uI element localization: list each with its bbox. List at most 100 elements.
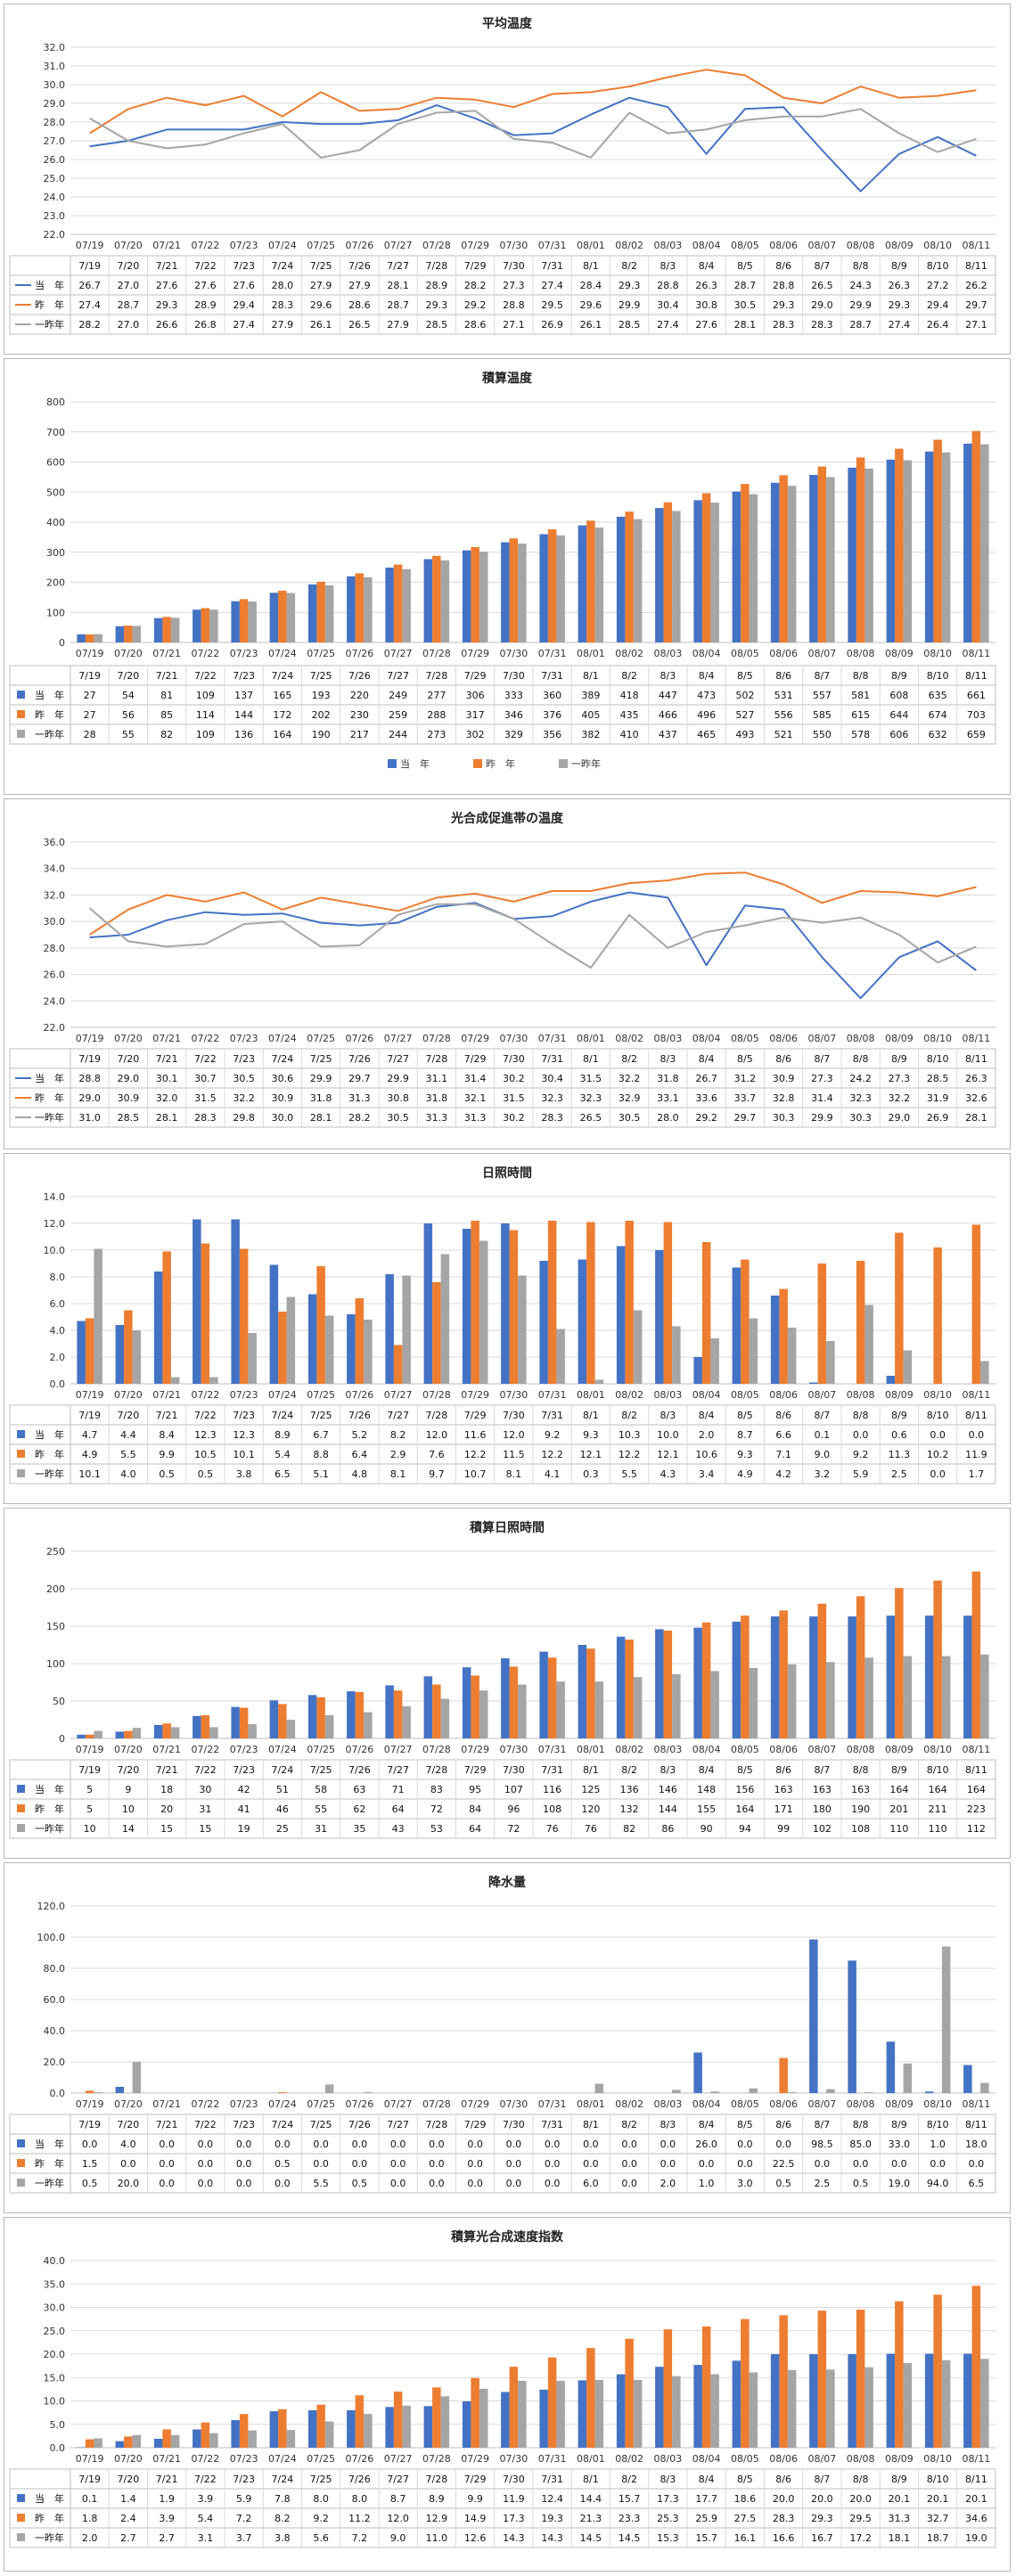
table-cell: 0.0	[853, 2158, 869, 2170]
x-tick-label: 07/19	[76, 1744, 104, 1755]
bar-s0	[462, 1667, 471, 1738]
bar-s2	[440, 1254, 450, 1384]
bar-s0	[732, 1267, 742, 1384]
table-header-cell: 8/8	[853, 1410, 869, 1421]
table-cell: 19.0	[889, 2178, 911, 2189]
x-tick-label: 07/21	[152, 648, 181, 659]
table-cell: 0.0	[699, 2158, 715, 2170]
table-header-cell: 7/21	[156, 2119, 178, 2130]
y-tick-label: 200	[46, 1583, 65, 1595]
bar-s1	[701, 2327, 711, 2448]
bar-s0	[770, 1616, 780, 1738]
bar-s2	[556, 535, 565, 642]
y-tick-label: 120.0	[37, 1901, 66, 1912]
bar-s1	[316, 581, 325, 642]
x-tick-label: 07/27	[384, 1389, 413, 1401]
table-cell: 29.7	[965, 299, 987, 311]
table-cell: 11.6	[464, 1429, 487, 1441]
table-header-cell: 8/1	[583, 1410, 599, 1421]
x-tick-label: 07/20	[114, 1744, 143, 1755]
table-cell: 30.2	[503, 1112, 525, 1124]
x-tick-label: 07/29	[461, 240, 489, 251]
table-cell: 608	[889, 690, 908, 701]
x-tick-label: 08/04	[692, 1033, 721, 1044]
table-cell: 180	[813, 1803, 832, 1815]
bar-s2	[710, 2091, 719, 2094]
table-cell: 85.0	[849, 2138, 872, 2150]
table-cell: 496	[697, 709, 716, 721]
bar-s2	[248, 601, 257, 642]
table-header-cell: 8/2	[621, 2474, 637, 2485]
bar-s0	[655, 1250, 664, 1384]
bar-s2	[941, 1946, 951, 2093]
legend-label-1: 昨 年	[35, 1448, 64, 1460]
bar-s1	[201, 1715, 210, 1738]
table-cell: 31.4	[464, 1073, 487, 1084]
x-tick-label: 07/26	[346, 2098, 374, 2110]
bar-s0	[924, 451, 934, 642]
bar-s1	[741, 484, 750, 642]
bar-s2	[787, 2092, 797, 2093]
bar-s0	[693, 1627, 702, 1738]
bar-s0	[693, 1357, 702, 1384]
bar-s0	[732, 491, 742, 642]
x-tick-label: 07/29	[461, 1033, 489, 1044]
bar-s0	[655, 1629, 664, 1738]
table-cell: 31.1	[426, 1073, 448, 1084]
table-cell: 144	[234, 709, 253, 721]
y-tick-label: 0.0	[50, 1378, 66, 1390]
bar-s2	[170, 2434, 180, 2448]
table-header-cell: 8/8	[853, 1764, 869, 1776]
table-cell: 0.0	[352, 2158, 368, 2170]
table-header-cell: 8/7	[815, 2119, 831, 2130]
table-cell: 19.3	[541, 2513, 563, 2524]
bar-s2	[826, 1341, 835, 1384]
bar-s0	[924, 2353, 934, 2448]
y-tick-label: 500	[46, 487, 65, 498]
table-cell: 14.5	[580, 2532, 602, 2544]
table-cell: 28.5	[927, 1073, 949, 1084]
bar-s2	[248, 2430, 257, 2448]
table-header-cell: 7/19	[78, 260, 101, 272]
bar-s1	[933, 1247, 942, 1384]
x-tick-label: 08/10	[923, 648, 952, 659]
table-header-cell: 8/3	[660, 1764, 676, 1776]
table-cell: 41	[238, 1803, 250, 1815]
table-cell: 0.5	[853, 2178, 869, 2189]
table-cell: 0.5	[82, 2178, 98, 2189]
table-cell: 29.0	[78, 1092, 101, 1104]
x-tick-label: 08/04	[692, 1744, 721, 1755]
table-cell: 43	[392, 1823, 405, 1835]
x-tick-label: 07/23	[230, 1389, 258, 1401]
table-cell: 333	[504, 690, 523, 701]
x-tick-label: 07/30	[500, 648, 528, 659]
table-cell: 4.8	[352, 1468, 368, 1480]
x-tick-label: 08/11	[963, 1033, 991, 1044]
table-cell: 0.0	[159, 2158, 175, 2170]
table-header-cell: 7/24	[272, 1053, 294, 1065]
bar-s0	[616, 1636, 626, 1738]
table-cell: 16.1	[734, 2532, 757, 2544]
bar-s2	[941, 2359, 951, 2448]
table-header-cell: 7/26	[348, 2119, 371, 2130]
bar-s0	[193, 1219, 201, 1384]
table-header-cell: 8/9	[891, 260, 907, 272]
table-cell: 2.4	[120, 2513, 136, 2524]
table-cell: 10	[84, 1823, 96, 1835]
table-cell: 83	[430, 1784, 443, 1795]
table-cell: 31.3	[426, 1112, 448, 1124]
table-header-cell: 7/19	[78, 2474, 101, 2485]
y-tick-label: 22.0	[44, 229, 66, 241]
bar-s2	[594, 1681, 604, 1738]
y-tick-label: 28.0	[44, 117, 66, 128]
bar-s1	[741, 2318, 750, 2448]
x-tick-label: 08/06	[769, 648, 798, 659]
table-cell: 4.7	[82, 1429, 98, 1441]
table-cell: 76	[585, 1823, 597, 1835]
table-cell: 30.8	[387, 1092, 409, 1104]
table-cell: 273	[427, 729, 446, 740]
bar-s1	[239, 2414, 249, 2448]
bar-s1	[856, 2310, 865, 2448]
x-tick-label: 07/27	[384, 2453, 413, 2465]
table-header-cell: 8/1	[583, 670, 599, 682]
